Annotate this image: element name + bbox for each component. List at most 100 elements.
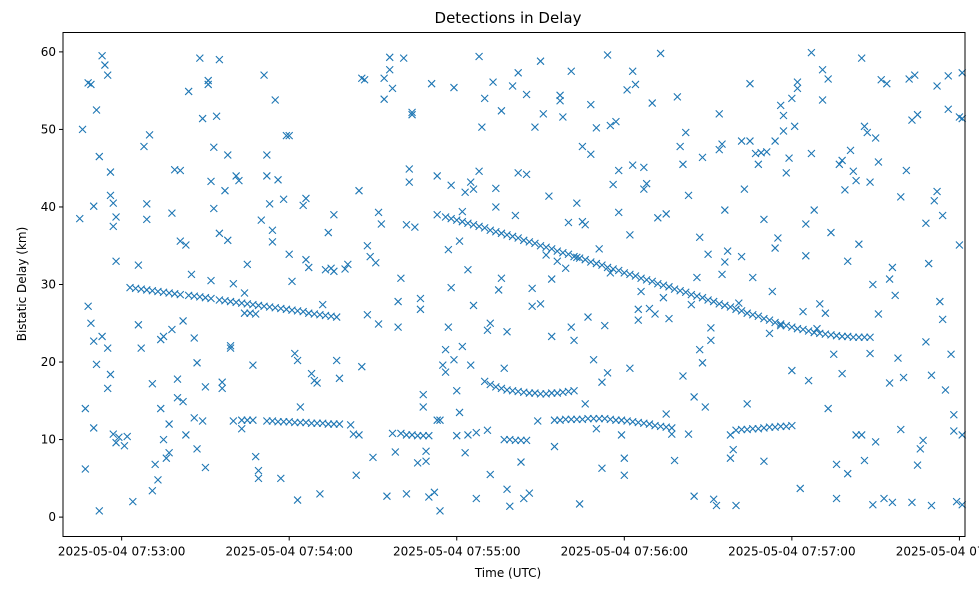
data-point-clutter [422,457,430,466]
data-point-clutter [469,301,478,310]
data-point-clutter [813,324,821,333]
data-point-clutter [885,379,894,387]
data-point-clutter [818,65,827,74]
data-point-clutter [626,364,634,373]
data-point-track-2 [475,222,483,231]
data-point-clutter [930,196,939,205]
y-tick-label: 0 [48,510,56,524]
data-point-clutter [871,134,880,142]
data-point-clutter [424,493,433,501]
data-point-clutter [754,160,763,169]
data-point-clutter [441,345,450,354]
data-point-track-2 [737,306,746,315]
data-point-clutter [195,54,204,62]
data-point-clutter [536,299,545,308]
data-point-clutter [433,416,442,425]
data-point-clutter [634,305,643,314]
data-point-clutter [383,492,391,501]
data-point-track-2 [531,239,539,248]
data-point-clutter [101,61,109,69]
data-point-track-2 [433,210,442,219]
x-tick-label: 2025-05-04 07:53:00 [58,545,185,559]
data-point-clutter [651,310,659,318]
data-point-track-1 [332,313,341,321]
data-point-track-1 [299,307,308,316]
data-point-clutter [718,270,726,279]
data-point-clutter [399,54,408,62]
data-point-clutter [944,105,953,114]
data-point-track-2 [860,333,869,342]
data-point-clutter [274,175,282,184]
plot-area-frame [62,32,966,537]
data-point-track-2 [503,230,511,239]
data-point-clutter [95,152,104,161]
data-point-clutter [701,403,710,411]
data-point-clutter [207,276,215,285]
data-point-clutter [204,80,213,89]
data-point-clutter [659,293,668,302]
data-point-clutter [877,75,886,84]
data-point-clutter [226,341,235,350]
data-point-clutter [868,500,877,509]
data-point-track-2 [866,333,874,342]
data-point-clutter [720,206,729,214]
data-point-clutter [933,187,941,196]
data-point-clutter [81,404,90,413]
data-point-track-2 [592,259,601,268]
data-point-clutter [380,95,389,104]
data-point-clutter [318,300,327,309]
data-point-clutter [556,96,564,105]
data-point-clutter [148,486,157,495]
data-point-clutter [525,489,534,497]
data-point-clutter [662,410,671,418]
data-point-clutter [860,122,869,131]
data-point-clutter [589,355,598,364]
data-point-clutter [595,244,604,253]
data-point-clutter [95,507,104,515]
data-point-clutter [796,484,805,493]
data-point-track-2 [732,305,740,314]
data-point-clutter [243,260,252,269]
data-point-clutter [262,151,271,159]
data-point-track-3 [547,389,556,397]
data-point-clutter [98,51,106,60]
data-point-clutter [857,431,866,439]
data-point-track-3 [486,380,495,389]
data-point-clutter [201,463,210,472]
data-point-clutter [363,310,372,319]
data-point-clutter [204,76,213,85]
data-point-clutter [807,48,816,57]
data-point-clutter [154,476,162,484]
data-point-clutter [299,201,308,210]
data-point-clutter [935,297,944,306]
data-point-clutter [145,130,154,139]
data-point-clutter [304,263,313,272]
data-point-clutter [746,79,754,88]
data-point-clutter [477,123,486,131]
data-point-clutter [598,378,606,387]
data-point-track-2 [464,219,472,228]
data-point-clutter [419,390,428,399]
data-point-clutter [653,213,662,222]
data-point-clutter [832,460,841,469]
data-point-clutter [156,404,165,413]
data-point-clutter [517,458,525,466]
data-point-track-2 [642,275,651,284]
data-point-clutter [913,461,922,470]
data-point-clutter [542,251,551,259]
data-point-clutter [617,431,626,439]
data-point-clutter [232,172,241,180]
data-point-clutter [787,366,796,375]
data-point-clutter [464,265,472,274]
data-point-clutter [581,400,590,408]
data-point-clutter [785,154,793,163]
data-point-track-2 [838,332,847,341]
data-point-clutter [522,90,531,99]
data-point-clutter [447,283,456,292]
data-point-clutter [198,417,207,425]
data-point-track-2 [491,227,500,236]
data-point-clutter [491,184,500,193]
data-point-clutter [614,166,623,175]
data-point-clutter [715,110,724,118]
